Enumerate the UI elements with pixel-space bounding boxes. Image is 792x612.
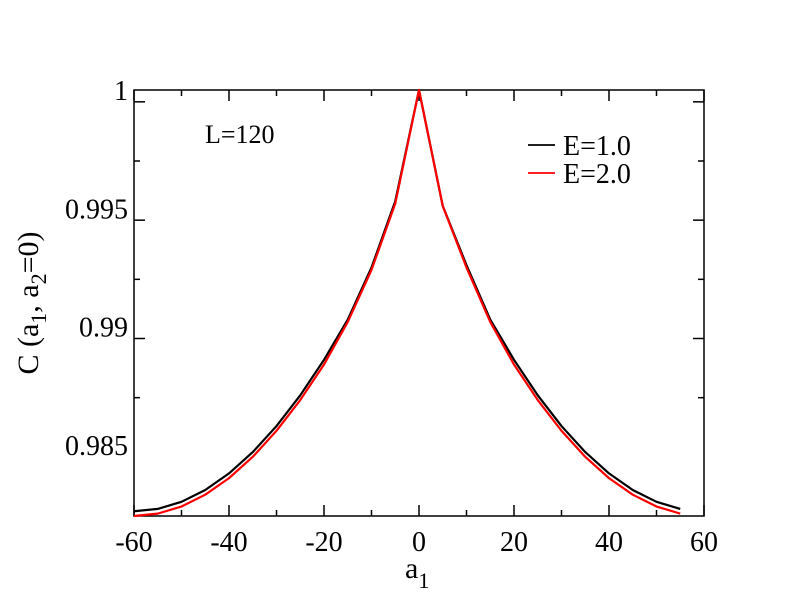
x-tick-label: 60 — [690, 527, 718, 558]
legend: E=1.0 E=2.0 — [528, 131, 631, 190]
legend-label-e2: E=2.0 — [563, 159, 631, 190]
y-tick-label: 1 — [114, 76, 128, 107]
y-tick-label: 0.99 — [79, 313, 128, 344]
x-tick-label: 40 — [595, 527, 623, 558]
legend-label-e1: E=1.0 — [563, 131, 631, 162]
x-tick-label: -60 — [115, 527, 152, 558]
y-tick-label: 0.995 — [65, 194, 128, 225]
x-tick-label: 20 — [500, 527, 528, 558]
x-axis-label: a1 — [405, 552, 429, 593]
x-tick-label: 0 — [412, 527, 426, 558]
x-tick-label: -40 — [210, 527, 247, 558]
series-line-2 — [133, 88, 681, 518]
x-tick-label: -20 — [305, 527, 342, 558]
annotation-label: L=120 — [205, 120, 275, 149]
y-axis-label: C (a1, a2=0) — [12, 231, 51, 374]
y-tick-label: 0.985 — [65, 431, 128, 462]
